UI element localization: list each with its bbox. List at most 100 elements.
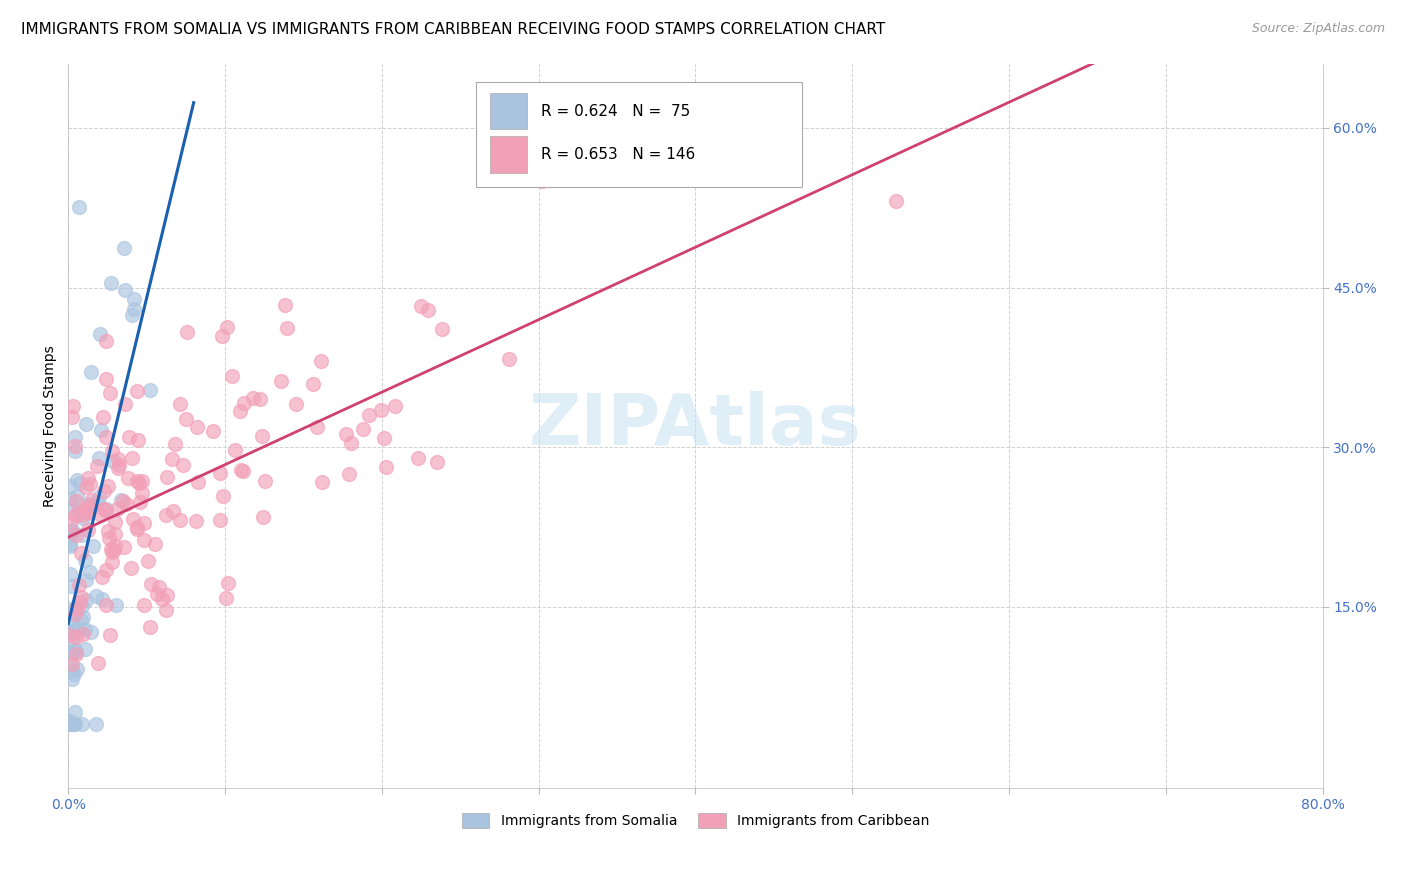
- Point: [72, 627, 94, 641]
- Point: [65, 494, 87, 508]
- Point: [229, 404, 252, 418]
- Point: [59, 717, 82, 731]
- Point: [70, 590, 93, 604]
- Point: [131, 485, 153, 500]
- Text: ZIPAtlas: ZIPAtlas: [529, 392, 862, 460]
- Point: [172, 458, 194, 472]
- Point: [122, 292, 145, 306]
- Point: [100, 276, 122, 290]
- Point: [97, 524, 120, 538]
- Point: [252, 510, 274, 524]
- Point: [75, 553, 97, 567]
- Point: [156, 588, 179, 602]
- Point: [80, 498, 103, 512]
- Point: [276, 321, 298, 335]
- Point: [169, 397, 191, 411]
- Point: [65, 645, 87, 659]
- Point: [224, 442, 246, 457]
- Point: [75, 622, 97, 636]
- Point: [217, 576, 239, 591]
- Point: [131, 474, 153, 488]
- Point: [94, 502, 117, 516]
- Point: [89, 451, 111, 466]
- Point: [79, 476, 101, 491]
- Point: [69, 595, 91, 609]
- Point: [65, 643, 87, 657]
- Point: [186, 420, 208, 434]
- Point: [125, 522, 148, 536]
- Point: [59, 612, 82, 626]
- Point: [63, 607, 86, 621]
- Point: [70, 546, 93, 560]
- Point: [187, 475, 209, 490]
- Point: [384, 399, 406, 413]
- Point: [59, 566, 82, 581]
- Point: [60, 717, 83, 731]
- Point: [87, 656, 110, 670]
- Point: [128, 495, 150, 509]
- Point: [311, 475, 333, 490]
- Point: [232, 464, 254, 478]
- Point: [112, 241, 135, 255]
- Point: [96, 430, 118, 444]
- Point: [65, 528, 87, 542]
- Point: [65, 647, 87, 661]
- Text: R = 0.653   N = 146: R = 0.653 N = 146: [541, 147, 696, 162]
- Point: [112, 540, 135, 554]
- Point: [212, 489, 235, 503]
- Point: [274, 298, 297, 312]
- Point: [103, 454, 125, 468]
- Point: [91, 410, 114, 425]
- Point: [110, 492, 132, 507]
- Point: [530, 174, 553, 188]
- Point: [233, 395, 256, 409]
- Point: [65, 622, 87, 636]
- Point: [122, 512, 145, 526]
- Point: [59, 540, 82, 554]
- Point: [337, 467, 360, 481]
- Point: [60, 632, 83, 646]
- Point: [59, 628, 82, 642]
- Point: [90, 423, 112, 437]
- Point: [117, 470, 139, 484]
- Point: [86, 458, 108, 473]
- Point: [114, 497, 136, 511]
- Point: [136, 554, 159, 568]
- Point: [174, 412, 197, 426]
- Point: [122, 301, 145, 316]
- Point: [105, 598, 128, 612]
- Point: [75, 573, 97, 587]
- Point: [98, 386, 121, 401]
- Point: [65, 630, 87, 644]
- Point: [76, 504, 98, 518]
- Text: IMMIGRANTS FROM SOMALIA VS IMMIGRANTS FROM CARIBBEAN RECEIVING FOOD STAMPS CORRE: IMMIGRANTS FROM SOMALIA VS IMMIGRANTS FR…: [21, 22, 886, 37]
- Point: [82, 492, 104, 507]
- Point: [87, 491, 110, 505]
- Point: [93, 484, 115, 499]
- Point: [217, 320, 239, 334]
- Point: [169, 513, 191, 527]
- Point: [406, 450, 429, 465]
- Point: [82, 540, 104, 554]
- Point: [66, 600, 89, 615]
- Point: [309, 354, 332, 368]
- Point: [75, 500, 97, 515]
- Point: [63, 717, 86, 731]
- Point: [63, 667, 86, 681]
- Point: [59, 643, 82, 657]
- Point: [77, 497, 100, 511]
- Point: [104, 515, 127, 529]
- Point: [62, 399, 84, 413]
- Point: [75, 593, 97, 607]
- Point: [156, 470, 179, 484]
- Point: [155, 602, 177, 616]
- Point: [94, 599, 117, 613]
- Text: Source: ZipAtlas.com: Source: ZipAtlas.com: [1251, 22, 1385, 36]
- Point: [155, 508, 177, 522]
- Point: [111, 494, 134, 508]
- Point: [60, 523, 83, 537]
- Point: [104, 539, 127, 553]
- Point: [208, 466, 231, 480]
- Point: [101, 545, 124, 559]
- Point: [75, 417, 97, 432]
